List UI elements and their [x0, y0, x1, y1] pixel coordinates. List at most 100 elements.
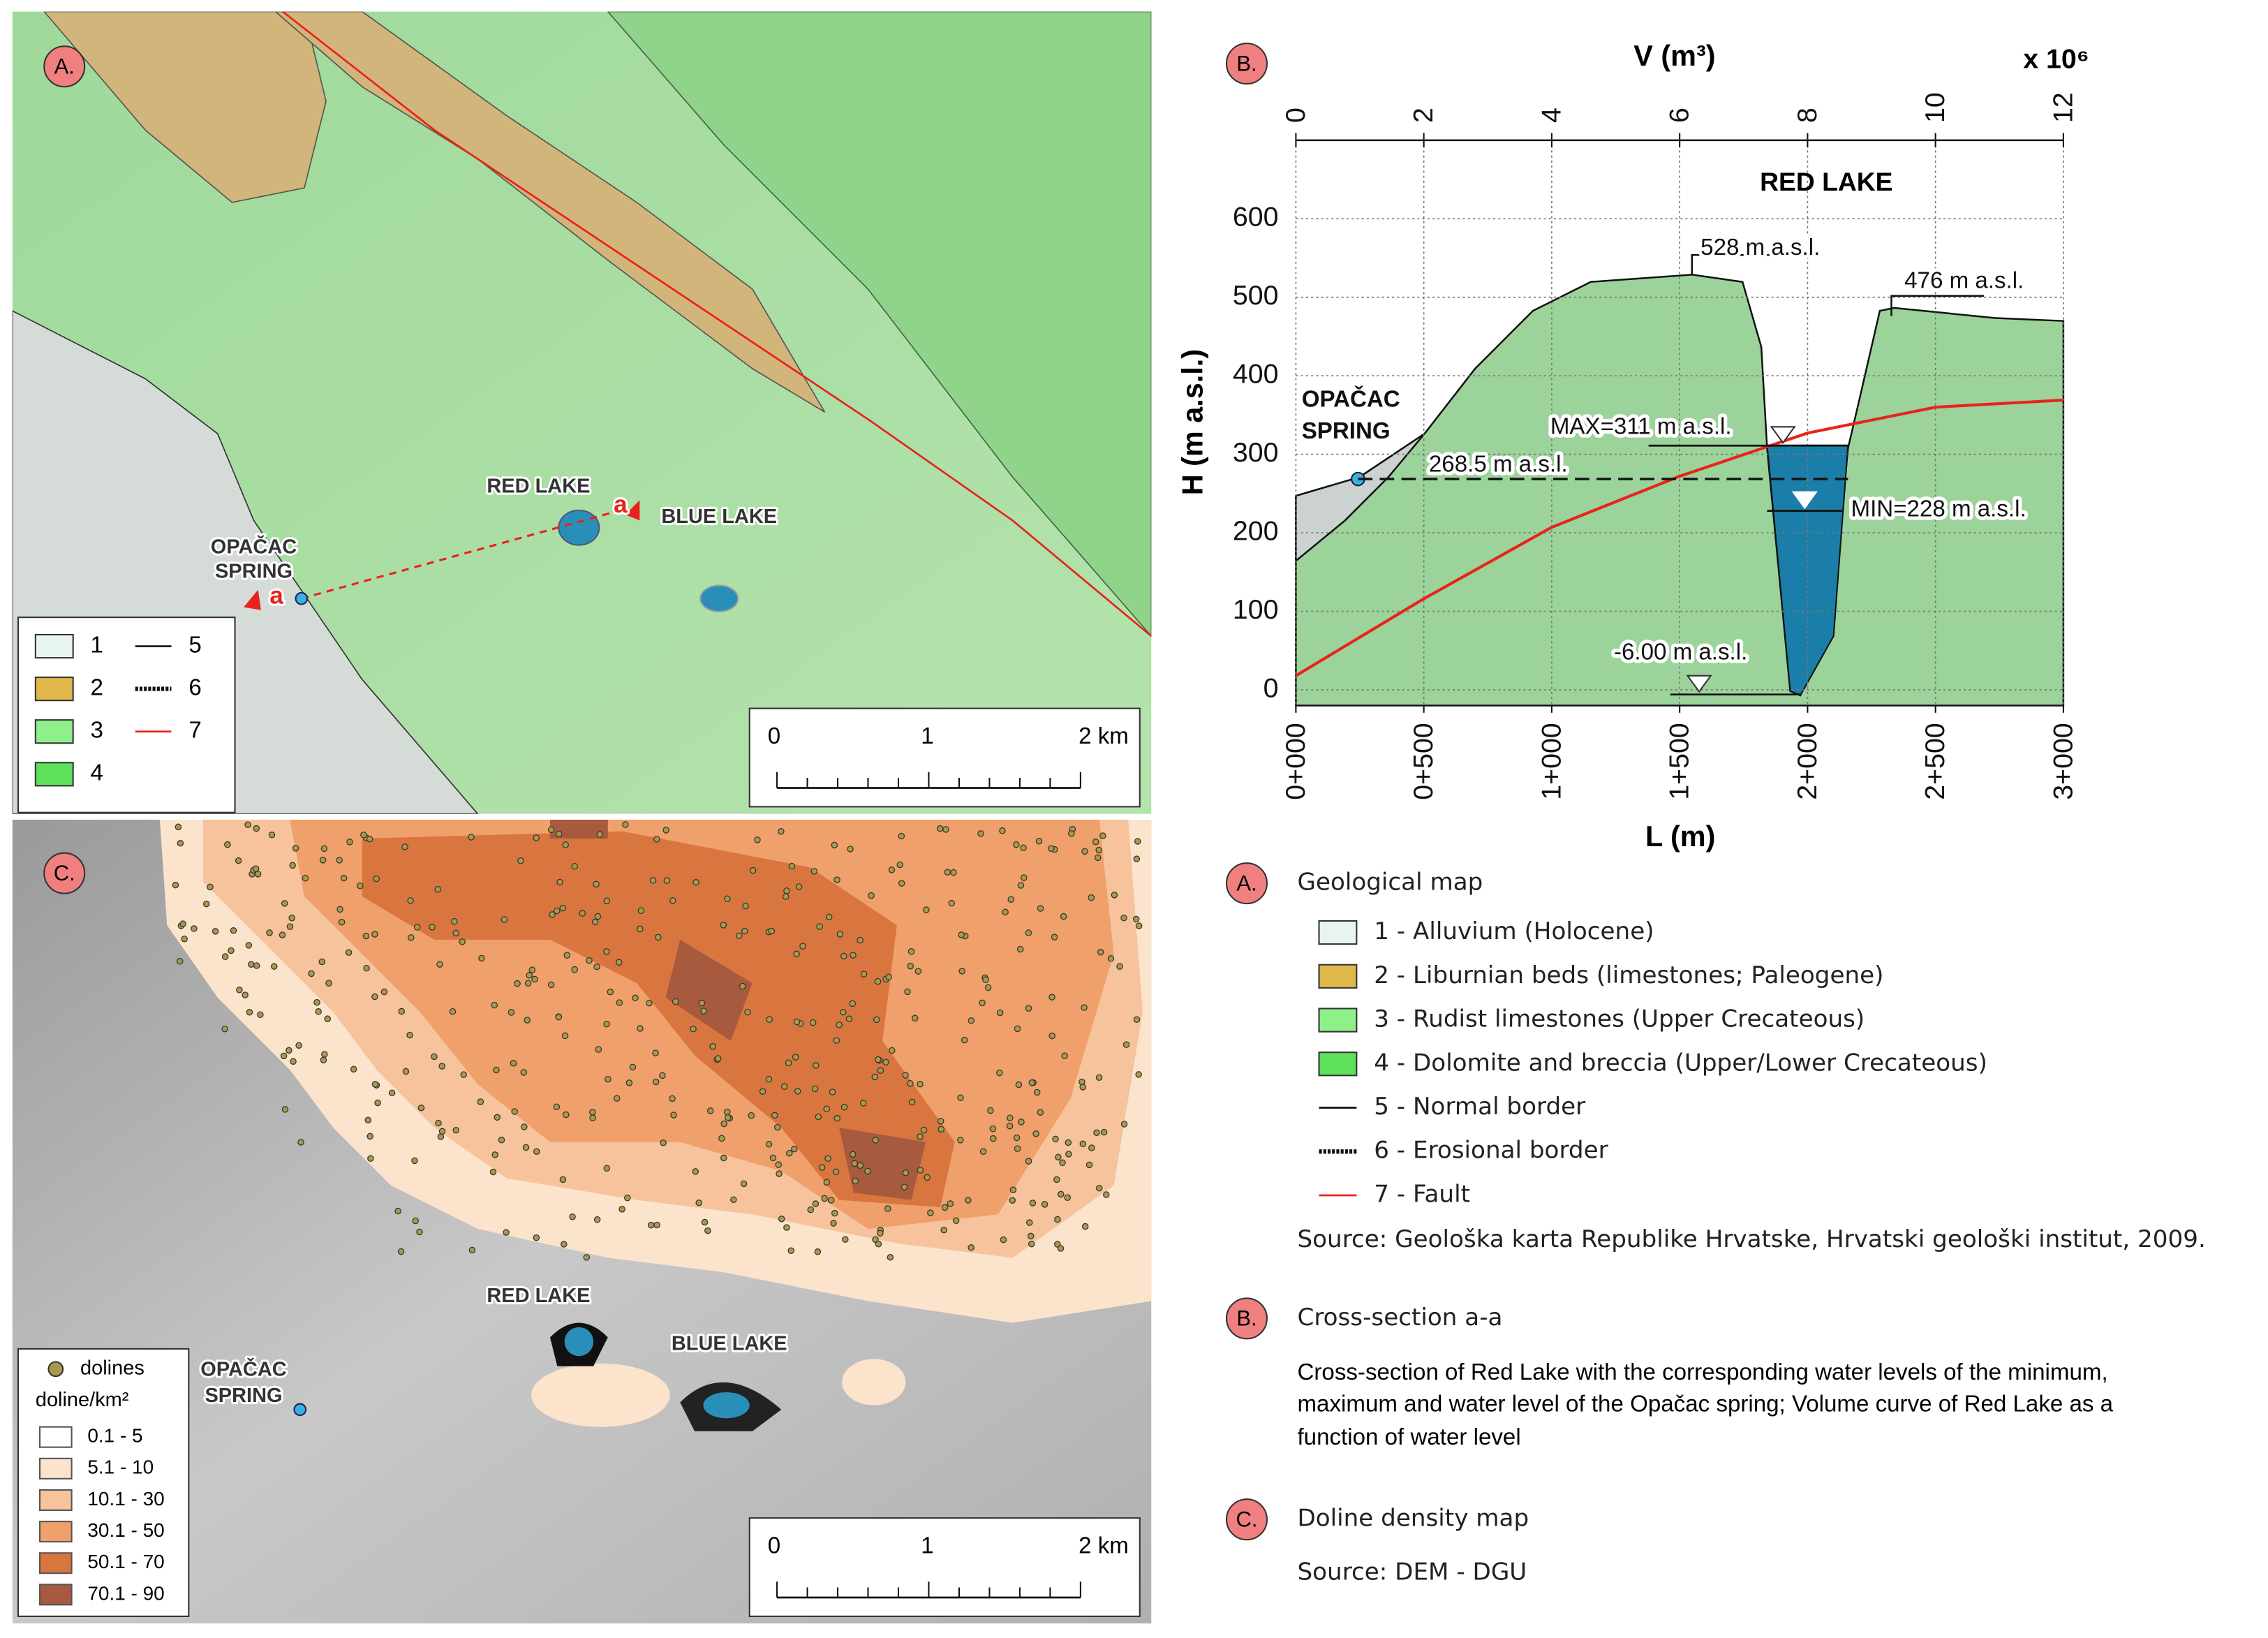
doline-dot	[1085, 1161, 1093, 1169]
doline-dot	[816, 923, 823, 930]
doline-dot	[315, 1008, 322, 1015]
doline-dot	[1088, 894, 1095, 901]
doline-dot	[397, 1248, 405, 1255]
doline-dot	[937, 1126, 945, 1133]
doline-dot	[1028, 1240, 1035, 1248]
doline-dot	[295, 1042, 302, 1049]
doline-dot	[438, 1128, 446, 1135]
doline-dot	[281, 1106, 289, 1113]
doline-dot	[776, 1170, 783, 1177]
doline-dot	[1048, 845, 1055, 852]
doline-dot	[452, 1126, 460, 1134]
doline-dot	[510, 1060, 517, 1067]
doline-dot	[792, 1054, 799, 1061]
caption-item: 4 - Dolomite and breccia (Upper/Lower Cr…	[1374, 1049, 1987, 1077]
caption-badge	[1225, 1498, 1268, 1541]
doline-dot	[849, 1151, 857, 1158]
doline-dot	[873, 1016, 880, 1024]
doline-dot	[637, 1025, 644, 1032]
doline-dot	[436, 961, 443, 968]
section-end: a	[269, 582, 283, 609]
doline-dot	[950, 869, 957, 876]
density-class-1	[842, 1359, 906, 1405]
doline-dot	[340, 874, 348, 882]
doline-dot	[655, 934, 662, 941]
doline-dot	[494, 1114, 501, 1121]
doline-dot	[579, 910, 586, 917]
doline-dot	[720, 1154, 727, 1162]
legend-label: 2	[91, 674, 103, 700]
doline-dot	[877, 1230, 884, 1237]
doline-dot	[618, 1206, 625, 1213]
doline-dot	[1134, 838, 1141, 845]
doline-dot	[649, 877, 657, 884]
doline-dot	[589, 1109, 596, 1116]
doline-dot	[778, 1215, 785, 1223]
doline-dot	[698, 999, 706, 1007]
doline-dot	[526, 972, 533, 979]
doline-dot	[842, 1236, 849, 1243]
section-arrow	[625, 500, 640, 521]
doline-dot	[741, 927, 748, 935]
caption-source: Source: DEM - DGU	[1297, 1558, 1527, 1586]
doline-dot	[253, 825, 260, 832]
doline-dot	[380, 988, 388, 996]
x-tick-label: 0+000	[1280, 723, 1311, 799]
doline-dot	[531, 975, 538, 983]
doline-dot	[730, 1196, 737, 1203]
doline-dot	[286, 1047, 292, 1054]
caption-item: 1 - Alluvium (Holocene)	[1374, 917, 1654, 945]
doline-dot	[320, 1056, 327, 1063]
doline-dot	[740, 1180, 748, 1188]
x-tick-label: 1+000	[1536, 723, 1566, 799]
doline-dot	[402, 1068, 410, 1075]
doline-dot	[632, 994, 639, 1002]
doline-dot	[1033, 1089, 1041, 1096]
doline-dot	[825, 913, 833, 921]
doline-dot	[603, 1021, 610, 1028]
legend-swatch	[39, 1489, 73, 1511]
doline-dot	[1095, 1184, 1103, 1192]
doline-dot	[670, 1112, 677, 1119]
doline-dot	[720, 1120, 728, 1128]
doline-dot	[771, 1112, 778, 1119]
doline-dot	[191, 925, 198, 932]
doline-dot	[1026, 1219, 1033, 1226]
caption-source: Source: Geološka karta Republike Hrvatsk…	[1297, 1225, 2205, 1253]
doline-dot	[957, 1137, 964, 1144]
doline-dot	[286, 923, 294, 930]
x-tick-label: 0+500	[1408, 723, 1439, 799]
doline-dot	[417, 1104, 425, 1112]
doline-dot	[1032, 1130, 1039, 1137]
doline-dot	[672, 998, 679, 1005]
doline-dot	[336, 857, 343, 864]
doline-dot	[1016, 945, 1024, 953]
doline-dot	[968, 1244, 974, 1251]
doline-dot	[942, 826, 949, 833]
doline-dot	[503, 1229, 510, 1236]
doline-dot	[1028, 1232, 1035, 1240]
doline-dot	[917, 1167, 924, 1174]
doline-dot	[987, 1107, 994, 1114]
doline-dot	[783, 887, 790, 894]
doline-dot	[996, 1009, 1004, 1017]
doline-dot	[629, 1063, 637, 1071]
doline-dot	[224, 841, 231, 848]
doline-dot	[346, 839, 353, 846]
doline-dot	[292, 845, 299, 852]
doline-dot	[1018, 1119, 1025, 1126]
doline-dot	[927, 1209, 934, 1216]
doline-dot	[522, 1144, 530, 1151]
chart-title: RED LAKE	[1760, 167, 1892, 196]
doline-dot	[923, 906, 930, 913]
doline-dot	[1028, 1079, 1036, 1086]
level-triangle	[1791, 491, 1818, 510]
doline-dot	[902, 1072, 909, 1079]
doline-dot	[1097, 949, 1104, 956]
x-axis-label: L (m)	[1645, 820, 1715, 853]
doline-dot	[1009, 1186, 1017, 1193]
doline-dot	[653, 836, 660, 843]
caption-label: A.	[1236, 871, 1257, 895]
doline-dot	[524, 980, 532, 987]
